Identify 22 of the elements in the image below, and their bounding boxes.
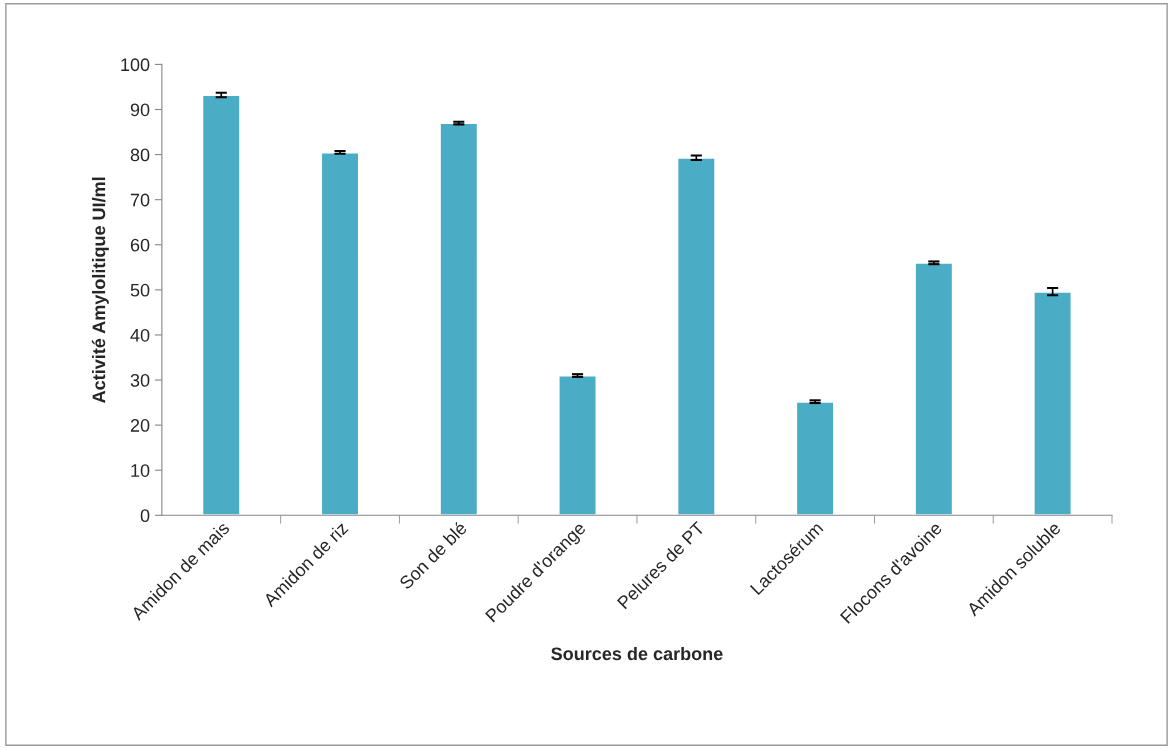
y-tick-label: 50 [130, 283, 150, 297]
bar [557, 374, 598, 516]
y-tick-label: 30 [130, 373, 150, 387]
y-tick-label: 90 [130, 103, 150, 117]
y-tick-label: 20 [130, 419, 150, 432]
bar [1032, 290, 1073, 516]
y-tick-label: 80 [130, 148, 150, 162]
y-tick-label: 0 [140, 509, 150, 523]
y-tick-label: 40 [130, 328, 150, 342]
y-tick-label: 70 [130, 193, 150, 207]
x-axis-title: Sources de carbone [551, 646, 723, 661]
y-tick-label: 10 [131, 464, 150, 477]
bar [438, 121, 479, 516]
bar [201, 94, 242, 516]
bar [319, 151, 361, 516]
bar [676, 156, 717, 516]
bar [913, 261, 954, 516]
y-tick-label: 60 [130, 238, 150, 252]
y-tick-label: 100 [121, 58, 150, 72]
x-tick-label: Son de blé [398, 520, 468, 591]
y-axis-title: Activité Amylolitique UI/ml [91, 177, 109, 403]
bar [795, 400, 836, 516]
